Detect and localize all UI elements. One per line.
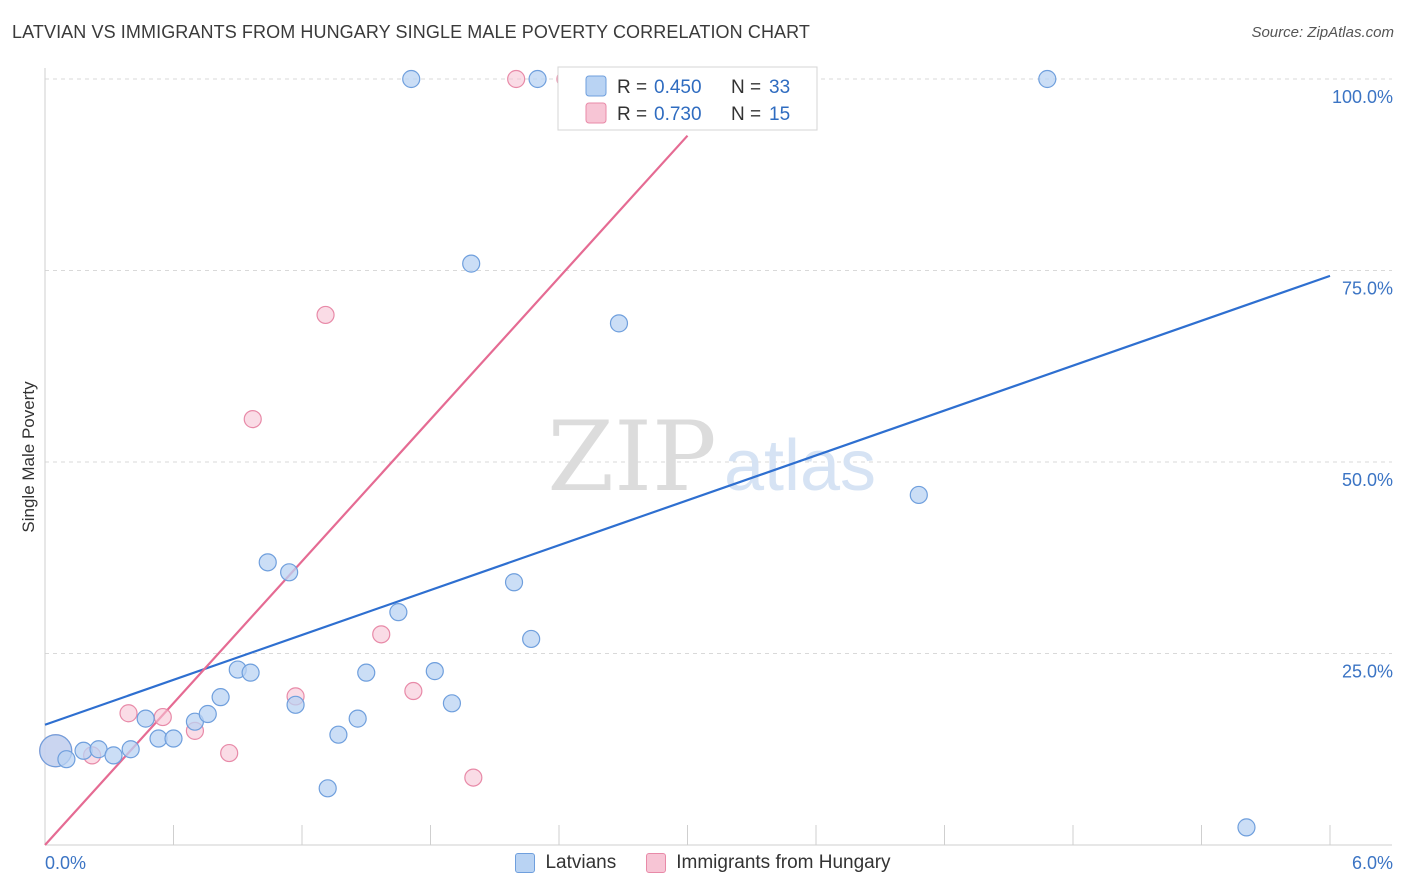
latvians-point-11 [211, 688, 230, 707]
latvians-point-28 [528, 69, 547, 89]
latvians-point-14 [258, 553, 277, 572]
latvians-point-22 [402, 69, 421, 89]
x-tick-label-max: 6.0% [1352, 853, 1393, 873]
latvians-point-8 [164, 729, 183, 748]
latvians-point-30 [909, 485, 928, 505]
watermark-atlas: atlas [724, 426, 876, 506]
data-points [39, 69, 1256, 837]
legend-label-latvians: Latvians [545, 852, 617, 873]
hungary-point-11 [464, 768, 483, 787]
axes [44, 68, 1392, 846]
hungary-point-3 [153, 707, 172, 727]
legend-n-label-hungary: N = [731, 104, 761, 125]
trend-lines [44, 134, 1331, 846]
y-tick-label-25: 25.0% [1342, 662, 1393, 682]
legend-swatch-latvians [585, 75, 607, 97]
watermark-zip: ZIP [547, 401, 716, 513]
grid-lines [45, 78, 1392, 654]
latvians-point-15 [280, 563, 299, 582]
latvians-point-16 [286, 695, 305, 714]
x-tick-label-min: 0.0% [45, 853, 86, 873]
latvians-point-20 [357, 663, 376, 682]
top-legend: R = 0.450 N = 33 R = 0.730 N = 15 [557, 66, 818, 131]
tick-labels: 25.0% 50.0% 75.0% 100.0% 0.0% 6.0% [45, 87, 1393, 873]
hungary-point-9 [372, 625, 391, 644]
latvians-point-2 [74, 741, 93, 760]
latvians-point-31 [1038, 69, 1057, 89]
latvians-point-4 [104, 746, 123, 765]
legend-swatch-hungary [585, 102, 607, 124]
legend-item-hungary[interactable]: Immigrants from Hungary [646, 852, 891, 874]
hungary-point-2 [119, 704, 138, 723]
hungary-point-5 [220, 743, 239, 763]
hungary-point-10 [404, 681, 423, 701]
legend-n-value-latvians: 33 [769, 77, 790, 98]
hungary-point-12 [507, 69, 526, 89]
latvians-point-25 [462, 254, 481, 273]
legend-r-label-latvians: R = [617, 77, 647, 98]
latvians-point-10 [198, 704, 217, 724]
y-axis-label: Single Male Poverty [19, 381, 38, 533]
hungary-point-8 [316, 305, 335, 325]
latvians-point-13 [241, 663, 260, 682]
latvians-point-1 [57, 750, 76, 769]
latvians-point-19 [348, 709, 367, 728]
legend-swatch-latvians-bottom [515, 853, 536, 873]
latvians-point-5 [121, 740, 140, 759]
legend-label-hungary: Immigrants from Hungary [676, 852, 891, 873]
y-tick-label-100: 100.0% [1332, 87, 1393, 107]
legend-n-label-latvians: N = [731, 77, 761, 98]
bottom-legend: Latvians Immigrants from Hungary [0, 852, 1406, 874]
y-tick-label-75: 75.0% [1342, 279, 1393, 299]
legend-r-label-hungary: R = [617, 104, 647, 125]
watermark: ZIP atlas [547, 401, 876, 513]
legend-r-value-latvians: 0.450 [654, 77, 702, 98]
trend-line-latvians [44, 274, 1331, 726]
latvians-point-26 [504, 573, 524, 592]
legend-swatch-hungary-bottom [646, 853, 667, 873]
latvians-point-29 [609, 314, 629, 333]
latvians-point-23 [425, 662, 444, 681]
trend-line-hungary [44, 134, 689, 846]
chart-title: LATVIAN VS IMMIGRANTS FROM HUNGARY SINGL… [12, 22, 811, 42]
hungary-point-6 [243, 410, 262, 429]
legend-n-value-hungary: 15 [769, 104, 790, 125]
legend-item-latvians[interactable]: Latvians [515, 852, 616, 874]
latvians-point-32 [1237, 818, 1256, 837]
latvians-point-21 [389, 603, 408, 622]
latvians-point-27 [522, 629, 541, 649]
y-tick-label-50: 50.0% [1342, 470, 1393, 490]
latvians-point-18 [329, 725, 348, 744]
latvians-point-6 [136, 709, 155, 728]
source-label: Source: ZipAtlas.com [1251, 24, 1394, 41]
latvians-point-24 [442, 694, 462, 713]
latvians-point-17 [318, 779, 337, 798]
legend-r-value-hungary: 0.730 [654, 104, 702, 125]
